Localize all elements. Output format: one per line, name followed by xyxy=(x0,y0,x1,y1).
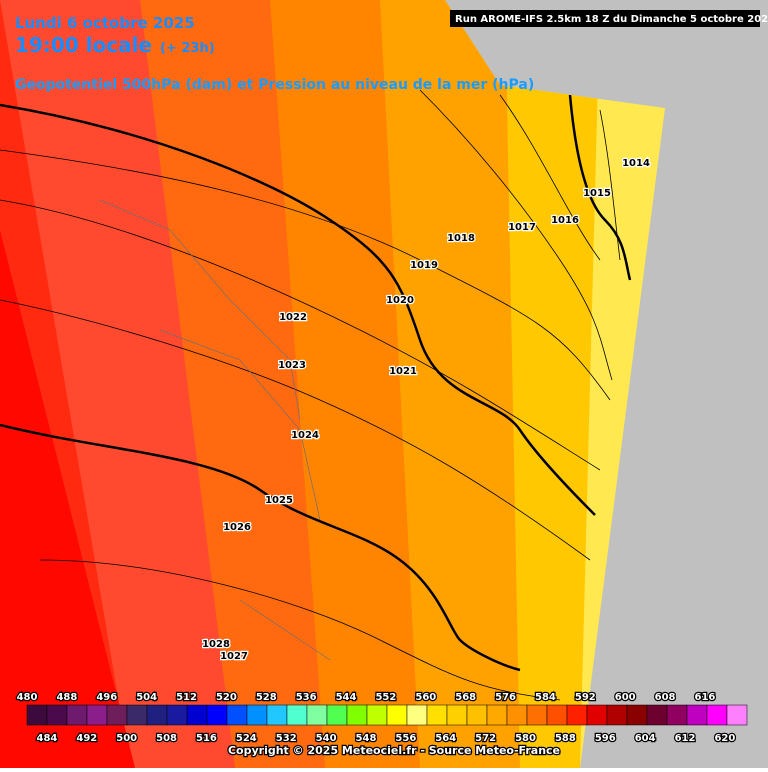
colorbar-label: 524 xyxy=(236,733,257,744)
colorbar-swatch xyxy=(586,704,608,726)
colorbar-swatch xyxy=(146,704,168,726)
colorbar-label: 564 xyxy=(435,733,456,744)
isobar-label: 1020 xyxy=(386,295,414,306)
colorbar-label: 540 xyxy=(316,733,337,744)
colorbar-label: 536 xyxy=(296,692,317,703)
colorbar-label: 616 xyxy=(695,692,716,703)
colorbar-label: 580 xyxy=(515,733,536,744)
isobar-label: 1019 xyxy=(410,260,438,271)
colorbar-label: 516 xyxy=(196,733,217,744)
colorbar-label: 592 xyxy=(575,692,596,703)
colorbar-swatch xyxy=(446,704,468,726)
colorbar-swatch xyxy=(66,704,88,726)
colorbar-label: 560 xyxy=(415,692,436,703)
colorbar-label: 508 xyxy=(156,733,177,744)
isobar-label: 1023 xyxy=(278,360,306,371)
colorbar-swatch xyxy=(526,704,548,726)
colorbar-label: 620 xyxy=(714,733,735,744)
colorbar-swatch xyxy=(406,704,428,726)
colorbar-swatch xyxy=(466,704,488,726)
subtitle: Geopotentiel 500hPa (dam) et Pression au… xyxy=(15,77,534,93)
colorbar-swatch xyxy=(706,704,728,726)
colorbar-label: 532 xyxy=(276,733,297,744)
isobar-label: 1018 xyxy=(447,233,475,244)
colorbar-label: 544 xyxy=(336,692,357,703)
colorbar-swatch xyxy=(206,704,228,726)
colorbar-label: 552 xyxy=(375,692,396,703)
colorbar-label: 612 xyxy=(675,733,696,744)
colorbar-swatch xyxy=(726,704,748,726)
colorbar-label: 604 xyxy=(635,733,656,744)
colorbar-label: 572 xyxy=(475,733,496,744)
isobar-label: 1027 xyxy=(220,651,248,662)
isobar-label: 1028 xyxy=(202,639,230,650)
colorbar-label: 548 xyxy=(356,733,377,744)
isobar-label: 1024 xyxy=(291,430,319,441)
colorbar-label: 608 xyxy=(655,692,676,703)
colorbar: 480 484 488 492 496 500 504 508 512 516 520 524 528 5… xyxy=(15,691,748,745)
colorbar-swatch xyxy=(246,704,268,726)
colorbar-swatch xyxy=(166,704,188,726)
colorbar-swatch xyxy=(486,704,508,726)
colorbar-swatch xyxy=(566,704,588,726)
colorbar-label: 588 xyxy=(555,733,576,744)
isobar-label: 1026 xyxy=(223,522,251,533)
time: 19:00 locale xyxy=(15,33,152,57)
colorbar-swatch xyxy=(666,704,688,726)
colorbar-label: 596 xyxy=(595,733,616,744)
colorbar-label: 484 xyxy=(37,733,58,744)
isobar-label: 1015 xyxy=(583,188,611,199)
colorbar-label: 576 xyxy=(495,692,516,703)
colorbar-label: 480 xyxy=(17,692,38,703)
colorbar-swatch xyxy=(86,704,108,726)
lead-time: (+ 23h) xyxy=(160,41,215,56)
colorbar-swatch xyxy=(546,704,568,726)
colorbar-swatch xyxy=(506,704,528,726)
colorbar-label: 556 xyxy=(395,733,416,744)
date: Lundi 6 octobre 2025 xyxy=(15,14,195,32)
colorbar-swatch xyxy=(686,704,708,726)
colorbar-swatch xyxy=(126,704,148,726)
colorbar-swatch xyxy=(646,704,668,726)
colorbar-swatch xyxy=(366,704,388,726)
isobar-label: 1022 xyxy=(279,312,307,323)
colorbar-label: 528 xyxy=(256,692,277,703)
isobar-label: 1017 xyxy=(508,222,536,233)
colorbar-swatch xyxy=(186,704,208,726)
colorbar-swatch xyxy=(286,704,308,726)
colorbar-label: 584 xyxy=(535,692,556,703)
colorbar-label: 504 xyxy=(136,692,157,703)
colorbar-swatch xyxy=(606,704,628,726)
colorbar-label: 568 xyxy=(455,692,476,703)
isobar-label: 1025 xyxy=(265,495,293,506)
colorbar-label: 488 xyxy=(56,692,77,703)
isobar-label: 1021 xyxy=(389,366,417,377)
copyright: Copyright © 2025 Meteociel.fr - Source M… xyxy=(228,744,560,757)
colorbar-swatch xyxy=(626,704,648,726)
run-box xyxy=(450,10,760,27)
colorbar-swatch xyxy=(106,704,128,726)
colorbar-swatch xyxy=(306,704,328,726)
colorbar-swatch xyxy=(426,704,448,726)
colorbar-swatch xyxy=(346,704,368,726)
colorbar-swatch xyxy=(326,704,348,726)
colorbar-label: 500 xyxy=(116,733,137,744)
colorbar-label: 496 xyxy=(96,692,117,703)
isobar-label: 1016 xyxy=(551,215,579,226)
colorbar-label: 520 xyxy=(216,692,237,703)
colorbar-label: 492 xyxy=(76,733,97,744)
colorbar-label: 600 xyxy=(615,692,636,703)
run-info: Run AROME-IFS 2.5km 18 Z du Dimanche 5 o… xyxy=(455,14,768,25)
colorbar-swatch xyxy=(46,704,68,726)
colorbar-label: 512 xyxy=(176,692,197,703)
colorbar-swatch xyxy=(226,704,248,726)
colorbar-swatch xyxy=(26,704,48,726)
colorbar-swatch xyxy=(386,704,408,726)
isobar-label: 1014 xyxy=(622,158,650,169)
isobar-labels: 1014 1015 1016 1017 1018 1019 1020 1021 1022 1023… xyxy=(201,157,651,664)
colorbar-swatch xyxy=(266,704,288,726)
